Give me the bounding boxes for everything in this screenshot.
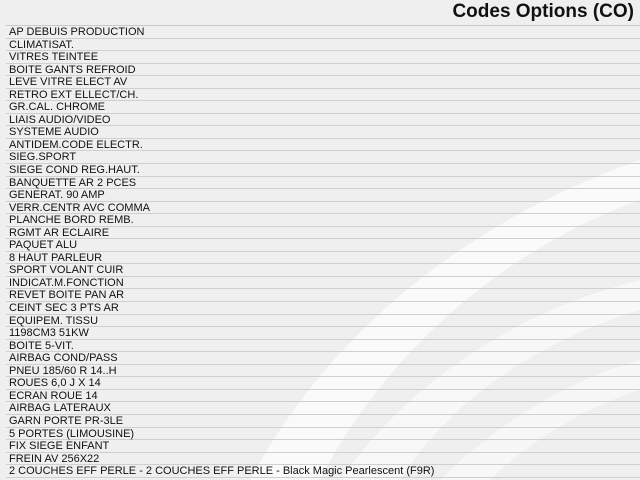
option-row: LEVE VITRE ELECT AV xyxy=(6,76,640,89)
option-row: VITRES TEINTEE xyxy=(6,51,640,64)
option-row: PLANCHE BORD REMB. xyxy=(6,214,640,227)
option-row: CEINT SEC 3 PTS AR xyxy=(6,302,640,315)
option-row: VERR.CENTR AVC COMMA xyxy=(6,202,640,215)
option-row: GR.CAL. CHROME xyxy=(6,101,640,114)
option-row: 1198CM3 51KW xyxy=(6,327,640,340)
option-row: GARN PORTE PR-3LE xyxy=(6,415,640,428)
option-row: SYSTEME AUDIO xyxy=(6,126,640,139)
option-row: SPORT VOLANT CUIR xyxy=(6,264,640,277)
option-row: 8 HAUT PARLEUR xyxy=(6,252,640,265)
options-list: AP DEBUIS PRODUCTION CLIMATISAT. VITRES TE… xyxy=(6,26,640,478)
option-row: LIAIS AUDIO/VIDEO xyxy=(6,114,640,127)
option-row: SIEG.SPORT xyxy=(6,151,640,165)
option-row: EQUIPEM. TISSU xyxy=(6,315,640,328)
option-row: BOITE GANTS REFROID xyxy=(6,64,640,77)
option-row: ROUES 6,0 J X 14 xyxy=(6,377,640,390)
option-row: BANQUETTE AR 2 PCES xyxy=(6,177,640,190)
option-row: AIRBAG LATERAUX xyxy=(6,402,640,415)
option-row: ANTIDEM.CODE ELECTR. xyxy=(6,139,640,152)
option-row: PAQUET ALU xyxy=(6,239,640,252)
option-row: ECRAN ROUE 14 xyxy=(6,390,640,403)
option-row: 5 PORTES (LIMOUSINE) xyxy=(6,428,640,441)
option-row: BOITE 5-VIT. xyxy=(6,340,640,353)
option-row: AP DEBUIS PRODUCTION xyxy=(6,26,640,39)
page-title: Codes Options (CO) xyxy=(452,1,634,22)
option-row: CLIMATISAT. xyxy=(6,39,640,52)
option-row: FREIN AV 256X22 xyxy=(6,453,640,466)
option-row: FIX SIEGE ENFANT xyxy=(6,440,640,453)
option-row: RGMT AR ECLAIRE xyxy=(6,227,640,240)
option-row: SIEGE COND REG.HAUT. xyxy=(6,164,640,177)
title-divider xyxy=(6,25,640,26)
option-row: GENERAT. 90 AMP xyxy=(6,189,640,202)
option-row: INDICAT.M.FONCTION xyxy=(6,277,640,290)
option-row: RETRO EXT ELLECT/CH. xyxy=(6,89,640,102)
option-row: REVET BOITE PAN AR xyxy=(6,289,640,303)
option-row: 2 COUCHES EFF PERLE - 2 COUCHES EFF PERL… xyxy=(6,465,640,478)
option-row: PNEU 185/60 R 14..H xyxy=(6,365,640,378)
option-row: AIRBAG COND/PASS xyxy=(6,352,640,365)
